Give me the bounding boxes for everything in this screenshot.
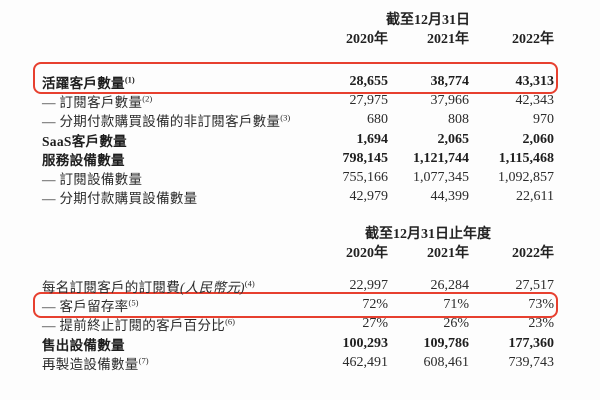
cell-value: 22,611 xyxy=(516,189,554,205)
row-label: — 分期付款購買設備數量 xyxy=(42,191,198,207)
row-label: — 訂閱客戶數量(2) xyxy=(42,93,153,110)
cell-value: 100,293 xyxy=(342,335,389,351)
cell-value: 1,694 xyxy=(356,131,389,147)
table-rows-container: 每名訂閱客戶的訂閱費(人民幣元)(4) 22,997 26,284 27,517— 客… xyxy=(33,276,558,372)
row-label: — 訂閱設備數量 xyxy=(42,172,143,188)
footnote-marker: (5) xyxy=(128,297,139,308)
cell-value: 608,461 xyxy=(423,354,470,370)
footnote-marker: (3) xyxy=(280,112,291,123)
row-label: — 客戶留存率(5) xyxy=(42,297,139,315)
cell-value: 42,343 xyxy=(515,92,555,108)
table-rows-container: 活躍客戶數量(1) 28,655 38,774 43,313 — 訂閱客戶數量(2) 27… xyxy=(33,62,558,207)
cell-value: 27,517 xyxy=(515,277,555,293)
row-label: 售出設備數量 xyxy=(42,337,125,353)
row-label-italic-part: (人民幣元) xyxy=(180,279,245,295)
footnote-marker: (2) xyxy=(142,93,153,104)
footnote-marker: (1) xyxy=(124,74,135,85)
table-row: — 訂閱設備數量 755,166 1,077,345 1,092,857 xyxy=(42,168,554,187)
year-column-2022: 2022年 xyxy=(512,32,554,47)
row-label: — 分期付款購買設備的非訂閱客戶數量(3) xyxy=(42,112,291,130)
period-header: 截至12月31日止年度 xyxy=(365,227,491,243)
cell-value: 798,145 xyxy=(342,150,389,166)
cell-value: 2,065 xyxy=(437,131,470,147)
cell-value: 22,997 xyxy=(349,277,389,293)
cell-value: 27% xyxy=(362,316,388,332)
footnote-marker: (6) xyxy=(225,316,235,327)
cell-value: 37,966 xyxy=(430,92,470,108)
table-row: 售出設備數量 100,293 109,786 177,360 xyxy=(42,334,554,353)
cell-value: 808 xyxy=(448,112,469,128)
cell-value: 28,655 xyxy=(349,73,389,89)
cell-value: 1,115,468 xyxy=(498,150,554,166)
cell-value: 462,491 xyxy=(342,354,389,370)
cell-value: 26% xyxy=(443,316,469,332)
row-label: 活躍客戶數量(1) xyxy=(42,74,135,91)
cell-value: 44,399 xyxy=(430,189,470,205)
cell-value: 1,077,345 xyxy=(413,170,469,186)
year-column-2021: 2021年 xyxy=(427,246,469,262)
table-row-highlighted: 活躍客戶數量(1) 28,655 38,774 43,313 xyxy=(33,62,558,95)
cell-value: 177,360 xyxy=(508,335,555,351)
cell-value: 26,284 xyxy=(430,277,470,293)
table-row: — 分期付款購買設備的非訂閱客戶數量(3) 680 808 970 xyxy=(42,111,554,130)
year-column-2020: 2020年 xyxy=(346,32,388,47)
cell-value: 73% xyxy=(528,297,554,313)
footnote-marker: (7) xyxy=(138,355,149,366)
cell-value: 109,786 xyxy=(423,335,470,351)
table-row: 再製造設備數量(7) 462,491 608,461 739,743 xyxy=(42,353,554,372)
cell-value: 42,979 xyxy=(349,189,389,205)
year-column-2020: 2020年 xyxy=(346,246,388,262)
cell-value: 43,313 xyxy=(515,73,555,89)
table-row: SaaS客戶數量 1,694 2,065 2,060 xyxy=(42,130,554,149)
table-section-year-ended-dec31: 截至12月31日止年度 2020年 2021年 2022年 每名訂閱客戶的訂閱費… xyxy=(33,226,558,372)
row-label: — 提前終止訂閱的客戶百分比(6) xyxy=(42,316,235,334)
table-row: 每名訂閱客戶的訂閱費(人民幣元)(4) 22,997 26,284 27,517 xyxy=(42,276,554,295)
cell-value: 38,774 xyxy=(430,73,470,89)
table-row: — 分期付款購買設備數量 42,979 44,399 22,611 xyxy=(42,188,554,207)
year-column-2022: 2022年 xyxy=(512,246,554,262)
financial-metrics-document: 截至12月31日 2020年 2021年 2022年 活躍客戶數量(1) 28,6… xyxy=(33,12,558,373)
cell-value: 2,060 xyxy=(522,131,555,147)
footnote-marker: (4) xyxy=(244,278,255,289)
cell-value: 27,975 xyxy=(349,92,389,108)
year-column-2021: 2021年 xyxy=(427,32,469,47)
cell-value: 1,121,744 xyxy=(413,150,469,166)
row-label: SaaS客戶數量 xyxy=(42,133,127,149)
table-row: 服務設備數量 798,145 1,121,744 1,115,468 xyxy=(42,149,554,168)
cell-value: 680 xyxy=(367,112,388,128)
cell-value: 71% xyxy=(443,297,469,313)
period-header: 截至12月31日 xyxy=(386,13,470,28)
table-row: — 訂閱客戶數量(2) 27,975 37,966 42,343 xyxy=(42,91,554,110)
cell-value: 755,166 xyxy=(342,170,389,186)
cell-value: 23% xyxy=(528,316,554,332)
row-label: 每名訂閱客戶的訂閱費(人民幣元)(4) xyxy=(42,278,255,295)
table-row-highlighted: — 客戶留存率(5) 72% 71% 73% xyxy=(33,292,558,318)
table-row: — 提前終止訂閱的客戶百分比(6) 27% 26% 23% xyxy=(42,315,554,334)
cell-value: 739,743 xyxy=(508,354,555,370)
cell-value: 970 xyxy=(533,112,554,128)
year-header-row: 2020年 2021年 2022年 xyxy=(42,243,554,261)
row-label: 服務設備數量 xyxy=(42,152,125,168)
table-section-as-at-dec31: 截至12月31日 2020年 2021年 2022年 活躍客戶數量(1) 28,6… xyxy=(33,12,558,207)
cell-value: 72% xyxy=(362,297,388,313)
year-header-row: 2020年 2021年 2022年 xyxy=(42,29,554,47)
cell-value: 1,092,857 xyxy=(498,170,554,186)
row-label: 再製造設備數量(7) xyxy=(42,355,149,372)
